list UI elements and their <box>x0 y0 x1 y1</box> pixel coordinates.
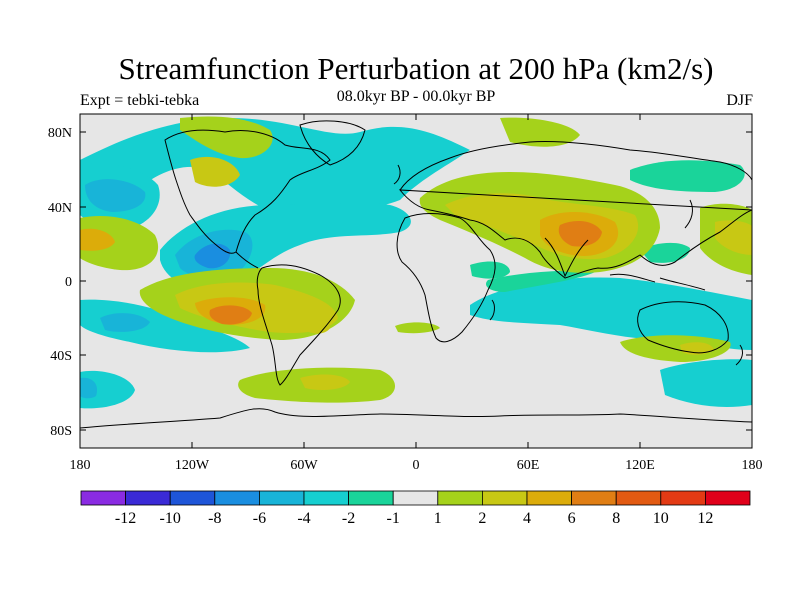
coast-north-america <box>164 129 331 254</box>
coastlines <box>80 120 752 429</box>
colorbar-swatch <box>303 490 349 506</box>
lon-label-60e: 60E <box>517 458 540 473</box>
colorbar-swatch <box>214 490 260 506</box>
pos-region-s-atlantic <box>305 317 330 334</box>
colorbar-swatch <box>258 490 305 506</box>
colorbar-label: -1 <box>387 510 400 527</box>
lon-ticks <box>191 114 641 448</box>
neg-region-south-pacific-core <box>100 313 150 332</box>
coast-antarctica <box>80 408 752 429</box>
colorbar-label: -4 <box>297 510 310 527</box>
lat-label-0: 0 <box>65 275 72 290</box>
pos-region-asia-6 <box>558 220 602 247</box>
colorbar-swatch <box>571 490 617 506</box>
neg-region-east-asia <box>640 242 690 263</box>
neg-region-tasman <box>660 359 752 407</box>
coast-greenland <box>299 120 366 166</box>
lon-label-0: 0 <box>413 458 420 473</box>
colorbar-label: -8 <box>208 510 221 527</box>
coast-central-america <box>235 251 259 269</box>
lat-label-80s: 80S <box>50 424 72 439</box>
lat-label-40n: 40N <box>48 201 72 216</box>
lat-label-80n: 80N <box>48 126 72 141</box>
pos-region-south-america-6 <box>209 305 252 325</box>
colorbar-swatch <box>80 490 126 506</box>
coast-africa <box>396 213 496 343</box>
colorbar-label: 6 <box>568 510 576 527</box>
colorbar: -12 -10 -8 -6 -4 -2 -1 1 2 4 6 8 10 12 <box>80 490 751 527</box>
neg-region-americas-min <box>194 243 231 269</box>
pos-region-southern-2 <box>300 374 350 390</box>
colorbar-swatch <box>705 490 751 506</box>
colorbar-label: -10 <box>160 510 181 527</box>
colorbar-swatch <box>125 490 171 506</box>
coast-japan <box>684 199 693 229</box>
neg-region-north-arc <box>80 118 470 215</box>
pos-region-pacific-central-2 <box>80 228 115 251</box>
coast-eurasia <box>398 141 752 279</box>
coast-india <box>544 237 589 278</box>
season-label: DJF <box>726 92 753 109</box>
neg-region-mideast <box>470 261 510 279</box>
colorbar-label: 2 <box>478 510 486 527</box>
colorbar-swatch <box>526 490 572 506</box>
colorbar-swatch <box>348 490 394 506</box>
lat-ticks <box>80 131 752 431</box>
colorbar-label: -2 <box>342 510 355 527</box>
colorbar-label: -6 <box>253 510 266 527</box>
period-label: 08.0kyr BP - 00.0kyr BP <box>336 88 496 105</box>
colorbar-swatch <box>169 490 216 506</box>
colorbar-swatch <box>660 490 706 506</box>
pos-region-greenland <box>180 116 273 159</box>
lat-label-40s: 40S <box>50 349 72 364</box>
map-title: Streamfunction Perturbation at 200 hPa (… <box>118 51 714 86</box>
pos-region-pacific-central <box>80 215 159 271</box>
lon-label-180e: 180 <box>742 458 763 473</box>
pos-region-north-canada <box>190 156 240 187</box>
colorbar-label: -12 <box>115 510 136 527</box>
colorbar-label: 12 <box>697 510 713 527</box>
contour-fields <box>80 116 752 409</box>
colorbar-label: 4 <box>523 510 531 527</box>
coast-madagascar <box>489 299 495 321</box>
lon-label-60w: 60W <box>290 458 318 473</box>
coast-indonesia <box>609 273 706 291</box>
colorbar-swatch <box>615 490 662 506</box>
colorbar-label: 10 <box>653 510 669 527</box>
pos-region-australia <box>620 335 731 362</box>
lon-label-120e: 120E <box>625 458 655 473</box>
experiment-label: Expt = tebki-tebka <box>80 92 200 109</box>
neg-region-north-pacific-core <box>85 179 146 212</box>
neg-region-far-east <box>630 160 745 192</box>
lon-label-180w: 180 <box>70 458 91 473</box>
colorbar-swatch <box>437 490 483 506</box>
coast-british-isles <box>393 164 401 185</box>
lon-label-120w: 120W <box>175 458 210 473</box>
colorbar-swatch <box>481 490 528 506</box>
neg-region-far-south <box>80 370 135 409</box>
coast-new-zealand <box>735 344 744 366</box>
colorbar-swatch <box>392 490 439 506</box>
pos-region-north-euro <box>500 117 580 147</box>
colorbar-label: 1 <box>434 510 442 527</box>
coast-south-america <box>256 264 341 386</box>
colorbar-label: 8 <box>612 510 620 527</box>
neg-region-far-south-core <box>80 377 98 399</box>
coast-australia <box>637 301 729 354</box>
neg-region-indian-band <box>470 277 752 350</box>
pos-region-south-africa <box>395 322 440 334</box>
neg-region-south-pacific <box>80 299 250 353</box>
